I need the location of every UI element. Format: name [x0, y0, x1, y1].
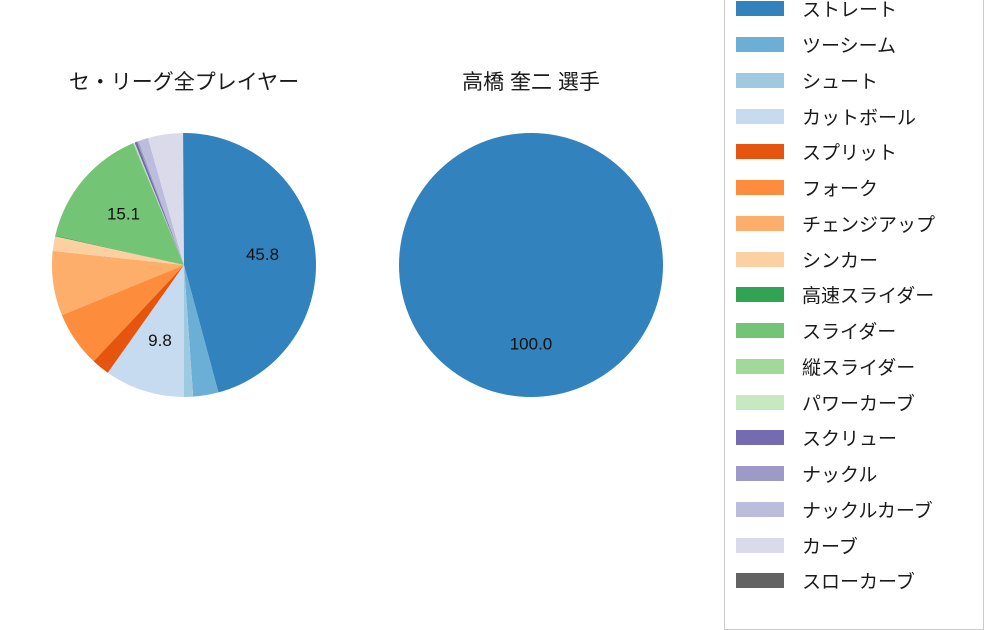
legend-item-スローカーブ: スローカーブ [725, 563, 983, 599]
left-pie-title: セ・リーグ全プレイヤー [68, 71, 300, 94]
legend-item-パワーカーブ: パワーカーブ [725, 384, 983, 420]
pie-slice-ナックル [136, 141, 184, 265]
legend-item-label: カットボール [802, 107, 917, 129]
legend-item-label: チェンジアップ [802, 214, 936, 236]
pie-slice-value-label: 45.8 [246, 245, 279, 264]
legend-item-フォーク: フォーク [725, 170, 983, 206]
legend-item-スクリュー: スクリュー [725, 420, 983, 456]
pie-slice-スプリット [93, 265, 184, 373]
legend-swatch [736, 394, 784, 410]
legend-item-label: スクリュー [802, 429, 898, 451]
legend-swatch [736, 108, 784, 124]
legend-item-スライダー: スライダー [725, 313, 983, 349]
legend-item-label: ツーシーム [802, 36, 897, 58]
legend-item-label: ストレート [802, 0, 898, 22]
pie-slice-パワーカーブ [133, 142, 184, 265]
pie-slice-スクリュー [134, 141, 184, 265]
legend-item-スプリット: スプリット [725, 134, 983, 170]
legend-item-ツーシーム: ツーシーム [725, 27, 983, 63]
legend-item-label: シュート [802, 71, 879, 93]
legend-item-ストレート: ストレート [725, 0, 983, 27]
legend-swatch [736, 501, 784, 517]
pie-slice-シンカー [52, 236, 184, 265]
legend-item-label: ナックルカーブ [802, 500, 933, 522]
legend: ストレートツーシームシュートカットボール スプリットフォークチェンジアップ シンカー… [724, 0, 984, 630]
legend-item-チェンジアップ: チェンジアップ [725, 206, 983, 242]
legend-swatch [736, 358, 784, 374]
legend-swatch [736, 215, 784, 231]
pie-slice-ツーシーム [184, 265, 219, 397]
legend-item-label: スローカーブ [802, 572, 915, 594]
pie-slice-カットボール [107, 265, 184, 397]
pie-slice-高速スライダー [55, 235, 185, 265]
right-pie-chart: 100.0 [399, 133, 663, 397]
legend-swatch [736, 37, 784, 53]
legend-item-label: スライダー [802, 322, 897, 344]
left-pie-chart: 45.8 9.8 15.1 [51, 132, 316, 397]
legend-item-縦スライダー: 縦スライダー [725, 349, 983, 385]
pie-slice-ストレート [399, 133, 663, 397]
pie-slice-縦スライダー [133, 142, 184, 265]
pie-slice-value-label: 9.8 [148, 331, 172, 350]
legend-item-カットボール: カットボール [725, 98, 983, 134]
legend-swatch [736, 430, 784, 446]
legend-item-ナックルカーブ: ナックルカーブ [725, 492, 983, 528]
legend-item-シンカー: シンカー [725, 241, 983, 277]
legend-swatch [736, 1, 784, 17]
legend-item-label: シンカー [802, 250, 879, 272]
legend-swatch [736, 180, 784, 196]
legend-swatch [736, 537, 784, 553]
pie-slice-value-label: 100.0 [510, 335, 553, 354]
legend-item-label: パワーカーブ [802, 393, 915, 415]
legend-swatch [736, 323, 784, 339]
pie-slice-チェンジアップ [51, 250, 184, 316]
legend-item-高速スライダー: 高速スライダー [725, 277, 983, 313]
pie-slice-ナックルカーブ [138, 138, 184, 265]
pie-slice-フォーク [61, 265, 184, 362]
legend-swatch [736, 287, 784, 303]
legend-swatch [736, 144, 784, 160]
legend-swatch [736, 573, 784, 589]
legend-swatch [736, 466, 784, 482]
legend-item-シュート: シュート [725, 63, 983, 99]
pie-slice-スライダー [55, 143, 184, 265]
legend-item-カーブ: カーブ [725, 527, 983, 563]
legend-item-ナックル: ナックル [725, 456, 983, 492]
legend-item-label: ナックル [802, 465, 878, 487]
pie-slice-シュート [184, 265, 194, 397]
legend-item-label: フォーク [802, 179, 879, 201]
pie-slice-value-label: 15.1 [107, 204, 140, 223]
legend-swatch [736, 72, 784, 88]
legend-item-label: 高速スライダー [802, 286, 935, 308]
legend-rows: ストレートツーシームシュートカットボール スプリットフォークチェンジアップ シンカー… [725, 0, 983, 599]
legend-item-label: スプリット [802, 143, 898, 165]
right-pie-title: 高橋 奎二 選手 [462, 71, 600, 94]
pie-slice-カーブ [147, 133, 184, 265]
pie-slice-スローカーブ [183, 132, 184, 265]
legend-item-label: カーブ [802, 536, 858, 558]
legend-item-label: 縦スライダー [802, 357, 916, 379]
legend-swatch [736, 251, 784, 267]
pie-slice-ストレート [184, 133, 316, 393]
